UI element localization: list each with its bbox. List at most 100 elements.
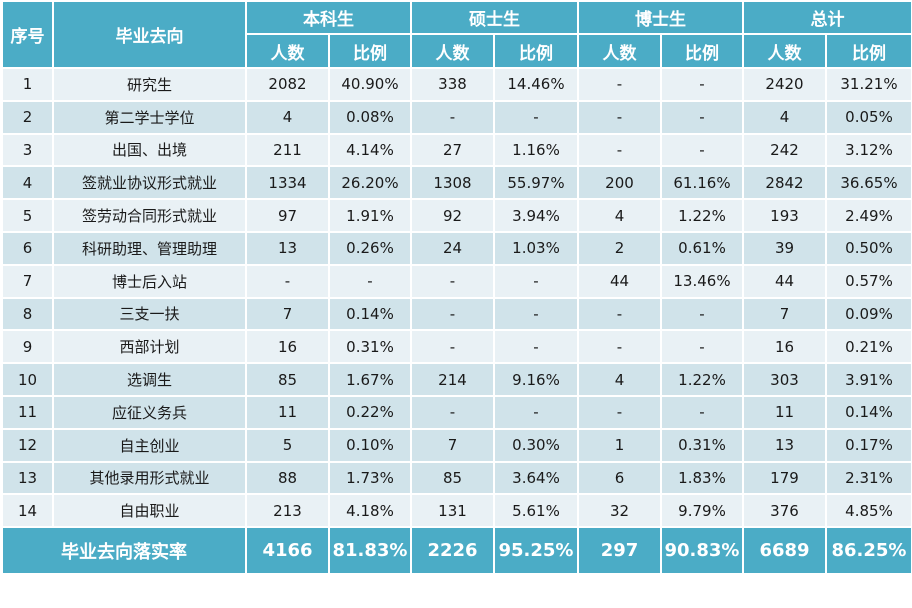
row-count: 376 xyxy=(742,493,827,529)
row-count: 131 xyxy=(410,493,495,529)
footer-cell: 4166 xyxy=(245,526,330,576)
row-destination: 选调生 xyxy=(52,362,247,397)
row-count: 11 xyxy=(245,394,330,430)
table-row: 2 第二学士学位 4 0.08% - - - -4 0.05% xyxy=(1,99,912,135)
row-destination: 自主创业 xyxy=(52,427,247,463)
row-ratio: 1.73% xyxy=(328,460,412,496)
footer-cell: 95.25% xyxy=(493,526,579,576)
footer-cell: 297 xyxy=(577,526,662,576)
header-group-doctor: 博士生 xyxy=(577,0,744,35)
row-count: 7 xyxy=(245,296,330,332)
row-count: - xyxy=(410,99,495,135)
row-seq: 7 xyxy=(1,263,54,299)
employment-destination-table: 序号 毕业去向 本科生 硕士生 博士生 总计 人数 比例 人数 比例 人数 比例… xyxy=(1,0,912,576)
row-destination: 第二学士学位 xyxy=(52,99,247,135)
row-count: 85 xyxy=(245,362,330,397)
row-destination: 三支一扶 xyxy=(52,296,247,332)
row-count: 13 xyxy=(245,230,330,266)
table-header: 序号 毕业去向 本科生 硕士生 博士生 总计 人数 比例 人数 比例 人数 比例… xyxy=(1,0,912,69)
row-ratio: 1.22% xyxy=(660,362,744,397)
row-count: 5 xyxy=(245,427,330,463)
row-count: 16 xyxy=(742,329,827,365)
row-count: - xyxy=(577,296,662,332)
row-seq: 13 xyxy=(1,460,54,496)
row-count: 97 xyxy=(245,198,330,233)
row-count: 213 xyxy=(245,493,330,529)
row-ratio: 0.14% xyxy=(328,296,412,332)
row-ratio: 2.31% xyxy=(825,460,912,496)
row-ratio: 5.61% xyxy=(493,493,579,529)
row-destination: 自由职业 xyxy=(52,493,247,529)
row-count: 7 xyxy=(742,296,827,332)
row-ratio: 9.79% xyxy=(660,493,744,529)
row-destination: 应征义务兵 xyxy=(52,394,247,430)
row-ratio: 0.10% xyxy=(328,427,412,463)
row-seq: 9 xyxy=(1,329,54,365)
row-ratio: - xyxy=(493,394,579,430)
table-footer: 毕业去向落实率 4166 81.83% 2226 95.25% 297 90.8… xyxy=(1,526,912,576)
table-row: 1 研究生 2082 40.90% 338 14.46% - -2420 31.21% xyxy=(1,67,912,102)
footer-cell: 90.83% xyxy=(660,526,744,576)
table-row: 12 自主创业 5 0.10% 7 0.30% 1 0.31% 13 0.17% xyxy=(1,427,912,463)
row-seq: 6 xyxy=(1,230,54,266)
row-ratio: 0.50% xyxy=(825,230,912,266)
row-count: - xyxy=(577,99,662,135)
row-destination: 出国、出境 xyxy=(52,132,247,168)
row-count: 11 xyxy=(742,394,827,430)
row-count: 4 xyxy=(742,99,827,135)
row-ratio: 14.46% xyxy=(493,67,579,102)
table-body: 1 研究生 2082 40.90% 338 14.46% - -2420 31.21% 2 第二学士… xyxy=(1,67,912,529)
row-seq: 10 xyxy=(1,362,54,397)
row-count: 2420 xyxy=(742,67,827,102)
header-group-total: 总计 xyxy=(742,0,912,35)
row-ratio: 1.16% xyxy=(493,132,579,168)
row-seq: 14 xyxy=(1,493,54,529)
row-ratio: - xyxy=(660,329,744,365)
row-count: 179 xyxy=(742,460,827,496)
table-row: 4 签就业协议形式就业 1334 26.20% 1308 55.97% 200 61.16% 2… xyxy=(1,165,912,201)
row-seq: 3 xyxy=(1,132,54,168)
row-count: 6 xyxy=(577,460,662,496)
row-count: - xyxy=(245,263,330,299)
row-count: 242 xyxy=(742,132,827,168)
row-ratio: 3.94% xyxy=(493,198,579,233)
row-destination: 科研助理、管理助理 xyxy=(52,230,247,266)
row-ratio: 0.31% xyxy=(328,329,412,365)
header-count: 人数 xyxy=(245,33,330,69)
header-count: 人数 xyxy=(410,33,495,69)
row-count: - xyxy=(577,329,662,365)
row-count: - xyxy=(410,394,495,430)
row-ratio: 61.16% xyxy=(660,165,744,201)
row-ratio: - xyxy=(660,296,744,332)
row-seq: 8 xyxy=(1,296,54,332)
row-count: 211 xyxy=(245,132,330,168)
header-seq: 序号 xyxy=(1,0,54,69)
footer-cell: 81.83% xyxy=(328,526,412,576)
row-ratio: 0.08% xyxy=(328,99,412,135)
row-destination: 签就业协议形式就业 xyxy=(52,165,247,201)
row-count: 303 xyxy=(742,362,827,397)
row-ratio: 0.31% xyxy=(660,427,744,463)
row-ratio: - xyxy=(493,329,579,365)
row-count: 4 xyxy=(245,99,330,135)
row-ratio: 36.65% xyxy=(825,165,912,201)
row-seq: 11 xyxy=(1,394,54,430)
row-count: 1 xyxy=(577,427,662,463)
table-row: 3 出国、出境 211 4.14% 27 1.16% - -242 3.12% xyxy=(1,132,912,168)
row-count: 2842 xyxy=(742,165,827,201)
table-row: 14 自由职业 213 4.18% 131 5.61% 32 9.79% 376 4.85% xyxy=(1,493,912,529)
table-row: 9 西部计划 16 0.31% - - - -16 0.21% xyxy=(1,329,912,365)
row-ratio: - xyxy=(660,394,744,430)
row-ratio: 1.91% xyxy=(328,198,412,233)
header-ratio: 比例 xyxy=(493,33,579,69)
row-seq: 5 xyxy=(1,198,54,233)
table-row: 6 科研助理、管理助理 13 0.26% 24 1.03% 2 0.61% 39 0.50% xyxy=(1,230,912,266)
row-ratio: 3.12% xyxy=(825,132,912,168)
row-count: - xyxy=(577,67,662,102)
row-count: 24 xyxy=(410,230,495,266)
row-count: 27 xyxy=(410,132,495,168)
row-destination: 西部计划 xyxy=(52,329,247,365)
row-seq: 4 xyxy=(1,165,54,201)
row-count: 13 xyxy=(742,427,827,463)
header-ratio: 比例 xyxy=(660,33,744,69)
